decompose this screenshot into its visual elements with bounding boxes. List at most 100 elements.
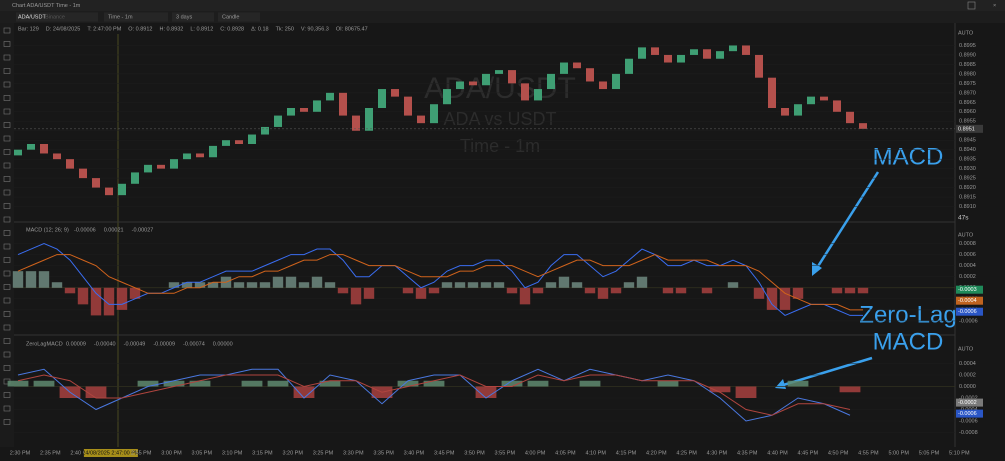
histogram-bar xyxy=(267,380,289,387)
tool-icon[interactable] xyxy=(3,81,11,88)
tool-icon[interactable] xyxy=(3,203,11,209)
last-price-box xyxy=(956,124,983,133)
tool-icon[interactable] xyxy=(3,311,11,317)
candle xyxy=(222,140,230,146)
histogram-bar xyxy=(839,386,861,393)
histogram-bar xyxy=(163,380,185,387)
tool-icon[interactable] xyxy=(3,230,11,236)
histogram-bar xyxy=(298,282,310,288)
x-tick-label: 4:40 PM xyxy=(767,450,788,456)
candle xyxy=(235,140,243,144)
candle xyxy=(690,49,698,55)
x-tick-label: 3:10 PM xyxy=(222,450,243,456)
tool-icon[interactable] xyxy=(3,270,11,277)
tool-icon[interactable] xyxy=(3,392,11,398)
candle xyxy=(92,178,100,188)
style-box[interactable] xyxy=(218,12,260,22)
ohlc-info: D: 24/08/2025 xyxy=(46,26,81,32)
tool-icon[interactable] xyxy=(3,149,11,155)
ohlc-info: C: 0.8928 xyxy=(220,26,244,32)
candle xyxy=(586,68,594,82)
tool-icon[interactable] xyxy=(3,324,11,331)
candle xyxy=(131,172,139,184)
histogram-bar xyxy=(181,282,193,288)
tool-icon[interactable] xyxy=(3,135,11,142)
indicator-value: -0.00027 xyxy=(132,227,154,233)
histogram-bar xyxy=(246,282,258,288)
candle xyxy=(53,153,61,160)
candle xyxy=(352,115,360,131)
value-box xyxy=(956,285,983,294)
candle xyxy=(781,108,789,116)
tool-icon[interactable] xyxy=(3,243,11,250)
x-tick-label: 5:05 PM xyxy=(919,450,940,456)
candle xyxy=(456,81,464,90)
tool-icons xyxy=(3,27,11,425)
tool-icon[interactable] xyxy=(3,297,11,304)
tool-icon[interactable] xyxy=(3,54,11,61)
y-tick-label: 0.8970 xyxy=(959,90,976,96)
histogram-bar xyxy=(116,287,128,310)
x-tick-label: 4:15 PM xyxy=(616,450,637,456)
histogram-bar xyxy=(12,271,24,288)
window-title: Chart ADA/USDT Time - 1m xyxy=(12,3,81,9)
axis-mode: AUTO xyxy=(958,346,974,352)
tool-icon[interactable] xyxy=(3,338,11,344)
tool-icon[interactable] xyxy=(3,108,11,115)
candle xyxy=(404,96,412,116)
histogram-bar xyxy=(259,282,271,288)
maximize-button[interactable] xyxy=(967,1,976,10)
tool-icon[interactable] xyxy=(3,405,11,412)
tool-icon[interactable] xyxy=(3,41,11,47)
histogram-bar xyxy=(423,380,445,387)
y-tick-label: 0.8930 xyxy=(959,166,976,172)
histogram-bar xyxy=(831,287,843,294)
tool-icon[interactable] xyxy=(3,68,11,74)
histogram-bar xyxy=(363,287,375,299)
x-tick-label: 3:15 PM xyxy=(252,450,273,456)
tool-icon[interactable] xyxy=(3,419,11,425)
indicator-value: 0.00009 xyxy=(66,341,86,347)
y-tick-label: 0.0002 xyxy=(959,274,976,280)
histogram-bar xyxy=(792,287,804,299)
tool-icon[interactable] xyxy=(3,351,11,358)
left-toolbar xyxy=(0,23,14,447)
y-tick-label: 0.8955 xyxy=(959,119,976,125)
tool-icon[interactable] xyxy=(3,284,11,290)
histogram-bar xyxy=(285,276,297,288)
histogram-bar xyxy=(766,287,778,310)
histogram-bar xyxy=(857,287,869,294)
y-tick-label: 0.8980 xyxy=(959,71,976,77)
tool-icon[interactable] xyxy=(3,176,11,182)
candle xyxy=(508,70,516,84)
value-box-label: -0.0006 xyxy=(958,309,977,315)
ohlc-info: H: 0.8932 xyxy=(159,26,183,32)
histogram-bar xyxy=(350,287,362,305)
histogram-bar xyxy=(397,380,419,387)
candle xyxy=(183,153,191,160)
range-box[interactable] xyxy=(172,12,214,22)
candle xyxy=(547,73,555,90)
tool-icon[interactable] xyxy=(3,162,11,169)
histogram-bar xyxy=(480,282,492,288)
tool-icon[interactable] xyxy=(3,95,11,101)
ohlc-info: Δ: 0.18 xyxy=(251,26,268,32)
tool-icon[interactable] xyxy=(3,257,11,263)
tool-icon[interactable] xyxy=(3,27,11,34)
close-button[interactable]: × xyxy=(993,3,996,9)
timeframe-box[interactable] xyxy=(104,12,168,22)
histogram-bar xyxy=(597,287,609,299)
candle xyxy=(27,144,35,150)
x-tick-label: 3:35 PM xyxy=(373,450,394,456)
tool-icon[interactable] xyxy=(3,122,11,128)
y-tick-label: 0.0004 xyxy=(959,361,976,367)
tool-icon[interactable] xyxy=(3,365,11,371)
candle xyxy=(274,115,282,127)
value-box xyxy=(956,409,983,418)
symbol-box[interactable] xyxy=(16,12,98,22)
y-tick-label: 0.8995 xyxy=(959,43,976,49)
x-tick-label: 2:55 PM xyxy=(131,450,152,456)
tool-icon[interactable] xyxy=(3,216,11,223)
histogram-bar xyxy=(493,282,505,288)
tool-icon[interactable] xyxy=(3,189,11,196)
